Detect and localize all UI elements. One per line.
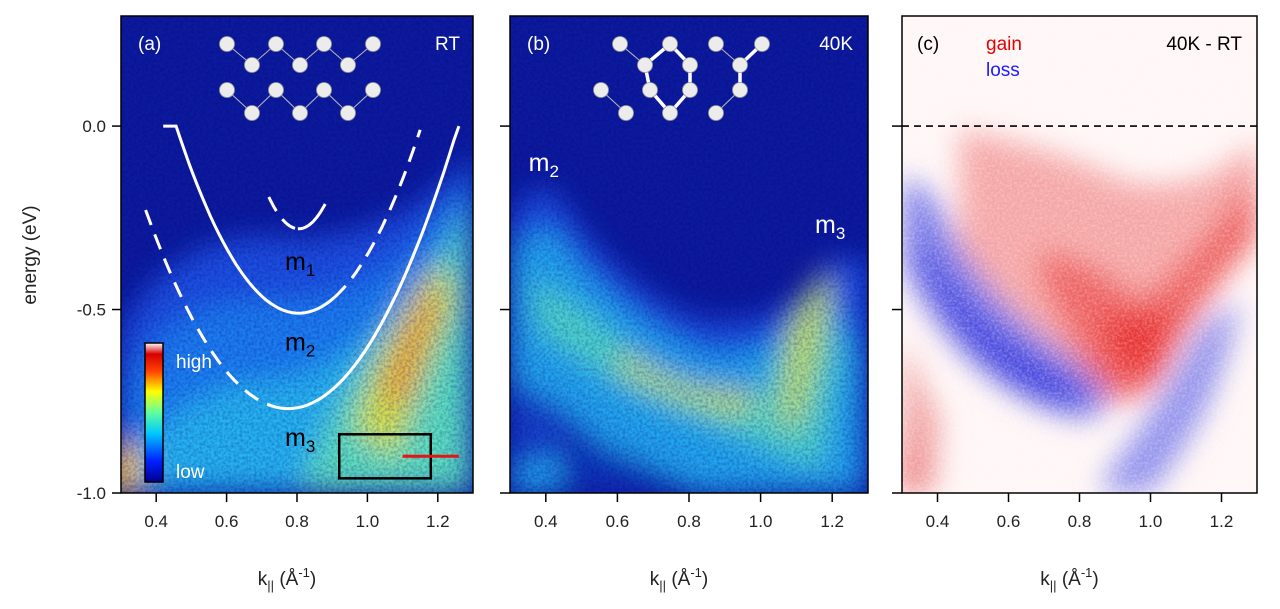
band-curve-m1-dashed xyxy=(267,196,299,231)
panel-a: (a) RT m1 m2 m3 high low xyxy=(120,15,474,494)
x-tick-label: 1.0 xyxy=(356,512,380,531)
x-tick-label: 0.8 xyxy=(677,512,701,531)
panel-b-band-labels: m2 m3 xyxy=(529,149,846,243)
panel-b-condition: 40K xyxy=(819,34,853,55)
x-tick-label: 0.4 xyxy=(926,512,950,531)
colorbar-low-label: low xyxy=(176,462,205,483)
x-tick-label: 0.8 xyxy=(1068,512,1092,531)
panel-a-lattice-inset xyxy=(219,36,381,121)
y-tick-label: -0.5 xyxy=(77,301,106,320)
band-label-m2: m2 xyxy=(285,329,315,361)
panel-a-label: (a) xyxy=(138,34,161,55)
panel-c-label: (c) xyxy=(917,34,939,55)
x-tick-label: 1.2 xyxy=(1210,512,1234,531)
x-tick-label: 0.6 xyxy=(606,512,630,531)
band-curve-m3-dashed xyxy=(144,209,272,408)
panel-c-condition: 40K - RT xyxy=(1166,34,1242,55)
x-tick-label: 0.4 xyxy=(144,512,168,531)
legend-loss: loss xyxy=(986,60,1020,81)
band-label-b-m2: m2 xyxy=(529,149,559,181)
x-tick-label: 1.0 xyxy=(749,512,773,531)
panel-b-label: (b) xyxy=(527,34,550,55)
y-axis: 0.0 -0.5 -1.0 xyxy=(77,117,902,503)
x-tick-label: 0.8 xyxy=(285,512,309,531)
panel-b-lattice-inset xyxy=(593,36,770,121)
panel-a-band-curves xyxy=(144,124,461,411)
x-tick-label: 0.6 xyxy=(997,512,1021,531)
band-curve-m1-solid xyxy=(297,203,327,231)
x-tick-label: 0.6 xyxy=(215,512,239,531)
x-axis-title: k|| (Å-1) xyxy=(1040,565,1098,593)
panel-a-colorbar: high low xyxy=(144,342,212,483)
band-curve-m3-solid xyxy=(270,125,461,411)
band-curve-m2-solid xyxy=(163,124,336,315)
x-axis-title: k|| (Å-1) xyxy=(258,565,316,593)
band-label-m1: m1 xyxy=(285,248,315,280)
panel-c: (c) gain loss 40K - RT xyxy=(901,15,1258,494)
colorbar-high-label: high xyxy=(176,352,212,373)
x-tick-label: 1.0 xyxy=(1139,512,1163,531)
x-tick-label: 0.4 xyxy=(534,512,558,531)
panel-a-condition: RT xyxy=(435,34,460,55)
colorbar-scale xyxy=(144,342,164,483)
panel-a-band-labels: m1 m2 m3 xyxy=(285,248,315,456)
y-tick-label: -1.0 xyxy=(77,484,106,503)
x-tick-label: 1.2 xyxy=(426,512,450,531)
x-axes: 0.4 0.6 0.8 1.0 1.2 k|| (Å-1) 0.4 0.6 0.8 1.0 1.2 k… xyxy=(144,493,1233,593)
x-axis-title: k|| (Å-1) xyxy=(650,565,708,593)
panel-b: (b) 40K m2 m3 xyxy=(509,15,869,494)
band-label-b-m3: m3 xyxy=(815,211,845,243)
y-axis-title: energy (eV) xyxy=(20,205,41,304)
panel-c-difference-map xyxy=(902,16,1257,493)
y-tick-label: 0.0 xyxy=(82,117,106,136)
band-label-m3: m3 xyxy=(285,424,315,456)
x-tick-label: 1.2 xyxy=(820,512,844,531)
legend-gain: gain xyxy=(986,34,1022,55)
